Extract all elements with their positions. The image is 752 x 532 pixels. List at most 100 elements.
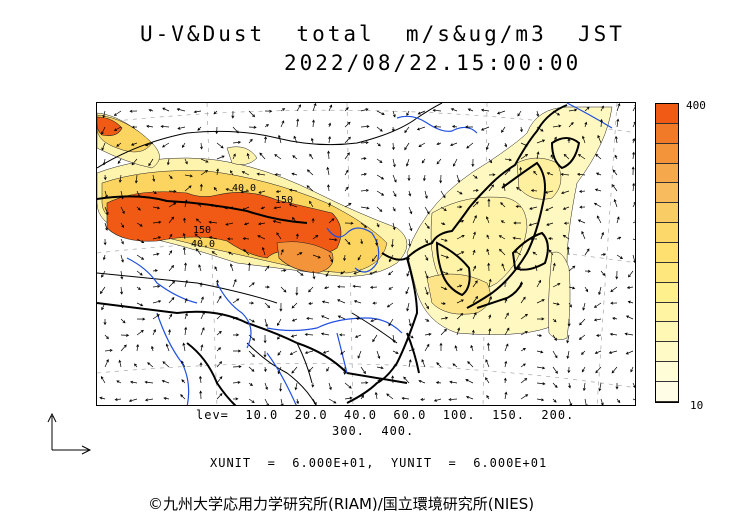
wind-arrow [466, 142, 474, 149]
wind-arrow [152, 206, 161, 210]
wind-arrow [310, 137, 314, 144]
colorbar [655, 103, 679, 403]
wind-arrow [248, 301, 255, 305]
wind-arrow [230, 170, 234, 176]
colorbar-segment [656, 203, 678, 224]
wind-arrow [598, 286, 602, 296]
wind-arrow [552, 110, 561, 116]
wind-arrow [264, 136, 268, 144]
wind-arrow [386, 302, 394, 308]
wind-arrow [552, 262, 556, 272]
wind-arrow [233, 349, 242, 353]
wind-arrow [392, 363, 398, 368]
wind-arrow [472, 231, 476, 240]
wind-arrow [232, 397, 239, 401]
wind-arrow [519, 166, 523, 176]
wind-arrow [472, 188, 479, 192]
wind-arrow [213, 110, 218, 115]
wind-arrow [168, 189, 177, 193]
wind-arrow [306, 169, 314, 176]
wind-arrow [274, 173, 282, 177]
wind-arrow [184, 185, 192, 192]
wind-arrow [627, 300, 634, 304]
wind-arrow [264, 302, 271, 309]
wind-arrow [405, 158, 410, 167]
wind-arrow [370, 318, 378, 322]
wind-arrow [440, 254, 450, 259]
wind-arrow [552, 282, 561, 288]
wind-arrow [312, 254, 321, 259]
wind-arrow [146, 124, 154, 128]
wind-arrow [536, 382, 546, 386]
wind-arrow [183, 217, 187, 224]
wind-arrow [600, 270, 606, 277]
wind-arrow [136, 270, 143, 276]
wind-arrow [625, 315, 634, 320]
wind-arrow [456, 174, 461, 183]
wind-arrow [291, 172, 298, 176]
wind-arrow [328, 254, 333, 263]
wind-arrow [417, 110, 426, 115]
wind-arrow [424, 332, 432, 336]
wind-arrow [416, 126, 426, 131]
wind-arrow [280, 398, 284, 405]
wind-arrow [485, 377, 490, 384]
dust-map: 40.0 150 150 40.0 [96, 102, 636, 406]
wind-arrow [632, 398, 635, 401]
wind-arrow [568, 302, 572, 308]
wind-arrow [424, 190, 428, 200]
wind-arrow [374, 391, 378, 400]
wind-arrow [582, 302, 586, 311]
wind-arrow [452, 158, 458, 167]
units-text: XUNIT = 6.000E+01, YUNIT = 6.000E+01 [210, 456, 548, 470]
wind-arrow [328, 122, 332, 128]
wind-arrow [616, 254, 624, 260]
wind-arrow [529, 237, 538, 241]
wind-arrow [264, 318, 269, 328]
wind-arrow [195, 248, 202, 256]
wind-arrow [99, 286, 106, 295]
colorbar-segment [656, 143, 678, 164]
wind-arrow [600, 231, 605, 240]
wind-arrow [200, 158, 209, 163]
wind-arrow [166, 158, 170, 166]
wind-arrow [248, 110, 256, 118]
wind-arrow [563, 221, 570, 225]
wind-arrow [562, 206, 570, 210]
wind-arrow [456, 251, 465, 256]
wind-arrow [517, 110, 522, 117]
wind-arrow [103, 174, 107, 181]
wind-arrow [120, 302, 124, 309]
wind-arrow [424, 343, 430, 352]
colorbar-segment [656, 382, 678, 402]
wind-vectors [99, 103, 635, 405]
wind-arrow [615, 383, 619, 390]
wind-arrow [456, 234, 465, 240]
wind-arrow [294, 382, 298, 391]
wind-arrow [184, 199, 188, 208]
wind-arrow [566, 350, 570, 360]
wind-arrow [480, 126, 490, 131]
colorbar-segment [656, 302, 678, 323]
wind-arrow [198, 375, 202, 384]
wind-arrow [240, 190, 250, 194]
wind-arrow [536, 151, 540, 160]
wind-arrow [552, 302, 560, 306]
wind-arrow [209, 204, 218, 208]
wind-arrow [216, 347, 222, 352]
wind-arrow [225, 188, 234, 192]
wind-arrow [520, 296, 526, 304]
wind-arrow [536, 334, 543, 337]
wind-arrow [340, 350, 346, 355]
wind-arrow [354, 334, 362, 338]
wind-arrow [231, 110, 235, 119]
wind-arrow [533, 170, 538, 176]
wind-arrow [451, 125, 458, 129]
wind-arrow [392, 334, 396, 344]
wind-arrow [388, 270, 394, 276]
wind-arrow [199, 390, 203, 400]
wind-arrow [408, 206, 413, 215]
wind-arrow [357, 350, 362, 359]
colorbar-min-label: 10 [690, 399, 704, 412]
wind-arrow [184, 312, 188, 320]
